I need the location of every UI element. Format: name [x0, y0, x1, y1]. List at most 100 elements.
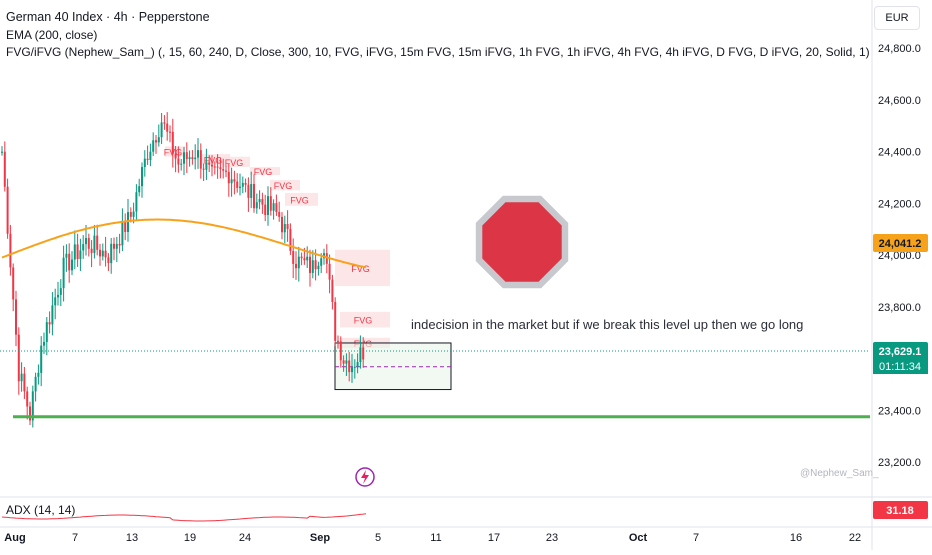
candle-body: [309, 256, 311, 273]
candle-body: [15, 299, 17, 335]
fvg-label: FVG: [354, 316, 373, 326]
candle-body: [205, 162, 208, 170]
fvg-label: FVG: [225, 158, 244, 168]
candle-body: [356, 362, 359, 367]
x-tick-label: 16: [790, 532, 802, 544]
candle-body: [169, 131, 171, 133]
candle-body: [289, 228, 292, 251]
candle-body: [345, 360, 348, 364]
candle-body: [65, 253, 68, 258]
candle-body: [40, 345, 43, 373]
candle-body: [281, 216, 283, 233]
candle-body: [208, 162, 211, 165]
candle-body: [12, 267, 15, 300]
candle-body: [17, 334, 20, 382]
candle-body: [48, 322, 51, 325]
candle-body: [191, 157, 194, 160]
ema-legend[interactable]: EMA (200, close): [6, 28, 98, 42]
annotation-text: indecision in the market but if we break…: [411, 317, 803, 332]
x-tick-label: 17: [488, 532, 500, 544]
fvg-label: FVG: [254, 167, 273, 177]
candle-body: [129, 212, 132, 217]
candle-body: [185, 152, 188, 160]
fvg-legend[interactable]: FVG/iFVG (Nephew_Sam_) (, 15, 60, 240, D…: [6, 45, 870, 59]
countdown-label: 01:11:34: [879, 361, 921, 373]
candle-body: [300, 256, 303, 259]
candle-body: [9, 233, 12, 268]
candle-body: [141, 167, 143, 187]
candle-body: [118, 243, 121, 246]
candle-body: [211, 164, 213, 167]
candle-body: [219, 167, 222, 170]
candle-body: [82, 244, 85, 251]
candle-body: [295, 263, 297, 269]
candle-body: [71, 259, 73, 271]
candle-body: [54, 297, 57, 306]
candle-body: [359, 347, 362, 363]
candle-body: [104, 250, 107, 258]
y-tick-label: 24,600.0: [878, 95, 921, 107]
candle-body: [57, 294, 59, 298]
candle-body: [1, 151, 3, 153]
candle-body: [247, 184, 250, 198]
candle-body: [171, 131, 174, 154]
adx-legend: ADX (14, 14): [6, 503, 75, 517]
candle-body: [264, 204, 267, 215]
adx-value-label: 31.18: [886, 505, 914, 517]
candle-body: [317, 265, 320, 270]
candle-body: [107, 257, 110, 264]
x-tick-label: 22: [849, 532, 861, 544]
last-price-label-bg: [873, 342, 928, 360]
candle-body: [23, 373, 26, 392]
candle-body: [29, 406, 31, 421]
candle-body: [197, 150, 199, 158]
candle-body: [6, 186, 9, 234]
candle-body: [51, 305, 54, 325]
candle-body: [339, 341, 342, 361]
candle-body: [174, 153, 177, 159]
candle-body: [90, 248, 93, 253]
candle-body: [342, 360, 345, 364]
y-tick-label: 23,200.0: [878, 457, 921, 469]
candle-body: [34, 376, 37, 392]
candle-body: [183, 152, 185, 164]
candle-body: [241, 182, 244, 187]
candle-body: [306, 256, 309, 261]
candle-body: [96, 235, 99, 250]
stop-sign-icon: [482, 202, 562, 282]
x-tick-label: 24: [239, 532, 251, 544]
candle-body: [225, 170, 227, 172]
fvg-label: FVG: [204, 155, 223, 165]
candle-body: [202, 168, 205, 170]
adx-line: [1, 513, 367, 522]
chart-title: German 40 Index · 4h · Pepperstone: [6, 10, 210, 24]
x-tick-label: 23: [546, 532, 558, 544]
candle-body: [152, 140, 155, 152]
candle-body: [255, 202, 258, 209]
candle-body: [230, 179, 233, 184]
ema-price-label: 24,041.2: [879, 238, 922, 250]
candle-body: [275, 203, 278, 212]
fvg-zone: [200, 154, 230, 165]
candle-body: [59, 288, 62, 295]
candle-body: [62, 257, 65, 289]
candle-body: [113, 243, 115, 249]
candle-body: [303, 258, 306, 261]
candle-body: [236, 181, 239, 188]
candle-body: [138, 186, 141, 193]
candle-body: [43, 342, 45, 346]
watermark-text: @Nephew_Sam_: [800, 468, 879, 479]
candle-body: [334, 301, 337, 341]
x-tick-label: 13: [126, 532, 138, 544]
fvg-zone: [250, 167, 280, 176]
lightning-bolt-icon: [361, 470, 369, 484]
candle-body: [267, 196, 269, 215]
candle-body: [121, 220, 124, 246]
x-tick-label: 7: [693, 532, 699, 544]
candle-body: [213, 166, 216, 168]
currency-selector[interactable]: EUR: [874, 6, 920, 30]
candle-body: [244, 182, 247, 185]
fvg-label: FVG: [274, 181, 293, 191]
